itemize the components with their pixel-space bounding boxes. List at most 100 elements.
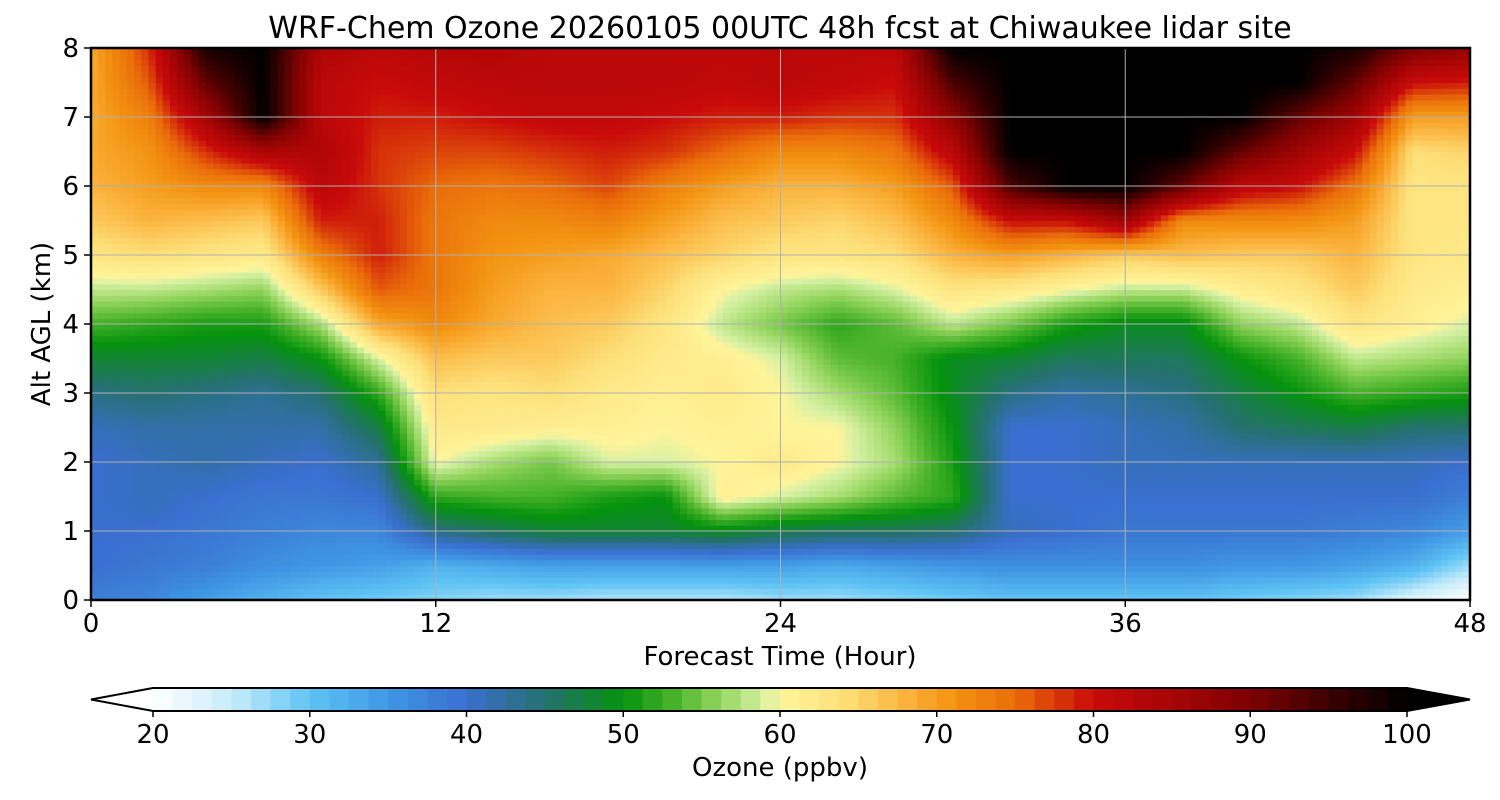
heatmap-cell: [428, 232, 437, 239]
heatmap-cell: [98, 571, 106, 578]
heatmap-cell: [98, 232, 106, 239]
heatmap-cell: [148, 588, 157, 595]
heatmap-cell: [428, 94, 437, 101]
heatmap-cell: [263, 197, 272, 204]
heatmap-cell: [249, 582, 257, 590]
heatmap-cell: [442, 82, 451, 89]
heatmap-cell: [191, 174, 200, 181]
heatmap-cell: [385, 76, 394, 84]
heatmap-cell: [191, 416, 200, 423]
heatmap-cell: [119, 582, 128, 590]
heatmap-cell: [328, 329, 336, 337]
heatmap-cell: [371, 548, 379, 555]
heatmap-cell: [98, 318, 106, 325]
heatmap-cell: [284, 151, 293, 158]
heatmap-cell: [457, 59, 466, 66]
heatmap-cell: [328, 243, 336, 250]
heatmap-cell: [234, 421, 243, 429]
heatmap-cell: [435, 588, 444, 595]
heatmap-cell: [141, 559, 150, 567]
heatmap-cell: [442, 559, 451, 567]
heatmap-cell: [134, 393, 142, 400]
heatmap-cell: [227, 99, 236, 107]
heatmap-cell: [155, 571, 164, 578]
heatmap-cell: [399, 157, 408, 164]
heatmap-cell: [91, 393, 99, 400]
heatmap-cell: [299, 387, 308, 394]
heatmap-cell: [227, 278, 236, 285]
heatmap-cell: [328, 393, 336, 400]
heatmap-cell: [371, 554, 379, 561]
heatmap-cell: [392, 467, 401, 475]
heatmap-cell: [256, 312, 264, 319]
heatmap-cell: [363, 209, 372, 216]
heatmap-cell: [205, 536, 214, 544]
heatmap-cell: [112, 548, 121, 555]
heatmap-cell: [91, 59, 99, 66]
heatmap-cell: [356, 140, 365, 147]
heatmap-cell: [191, 571, 200, 578]
heatmap-cell: [213, 577, 221, 584]
heatmap-cell: [421, 485, 430, 492]
heatmap-cell: [126, 318, 135, 325]
heatmap-cell: [320, 168, 329, 176]
heatmap-cell: [363, 174, 372, 181]
heatmap-cell: [134, 318, 142, 325]
heatmap-cell: [435, 53, 444, 61]
heatmap-cell: [277, 168, 286, 176]
heatmap-cell: [457, 186, 466, 193]
heatmap-cell: [155, 416, 164, 423]
heatmap-cell: [205, 168, 214, 176]
heatmap-cell: [249, 53, 257, 61]
heatmap-cell: [98, 577, 106, 584]
heatmap-cell: [399, 531, 408, 538]
heatmap-cell: [328, 134, 336, 141]
heatmap-cell: [356, 496, 365, 503]
heatmap-cell: [421, 128, 430, 135]
heatmap-cell: [141, 536, 150, 544]
heatmap-cell: [378, 306, 387, 314]
heatmap-cell: [170, 502, 178, 509]
heatmap-cell: [119, 255, 128, 262]
heatmap-cell: [270, 76, 279, 84]
heatmap-cell: [105, 260, 114, 268]
heatmap-cell: [112, 496, 121, 503]
heatmap-cell: [414, 220, 422, 227]
heatmap-cell: [270, 53, 279, 61]
heatmap-cell: [299, 341, 308, 348]
heatmap-cell: [435, 571, 444, 578]
heatmap-cell: [450, 278, 458, 285]
heatmap-cell: [141, 347, 150, 354]
heatmap-cell: [335, 335, 343, 342]
heatmap-cell: [162, 387, 171, 394]
heatmap-cell: [256, 536, 264, 544]
heatmap-cell: [220, 301, 229, 308]
heatmap-cell: [428, 335, 437, 342]
heatmap-cell: [356, 134, 365, 141]
heatmap-cell: [407, 243, 415, 250]
heatmap-cell: [328, 48, 336, 55]
heatmap-cell: [184, 398, 193, 406]
heatmap-cell: [119, 48, 128, 55]
heatmap-cell: [342, 375, 351, 383]
heatmap-cell: [105, 531, 114, 538]
heatmap-cell: [119, 485, 128, 492]
heatmap-cell: [349, 416, 358, 423]
heatmap-cell: [421, 513, 430, 521]
heatmap-cell: [421, 243, 430, 250]
heatmap-cell: [313, 318, 322, 325]
heatmap-cell: [234, 462, 243, 469]
heatmap-cell: [414, 278, 422, 285]
heatmap-cell: [335, 352, 343, 360]
heatmap-cell: [249, 82, 257, 89]
heatmap-cell: [306, 479, 315, 486]
heatmap-cell: [198, 444, 207, 452]
heatmap-cell: [277, 122, 286, 130]
heatmap-cell: [126, 352, 135, 360]
heatmap-cell: [105, 94, 114, 101]
heatmap-cell: [356, 594, 365, 600]
heatmap-cell: [98, 180, 106, 187]
heatmap-cell: [234, 358, 243, 365]
heatmap-cell: [134, 226, 142, 233]
heatmap-cell: [407, 559, 415, 567]
